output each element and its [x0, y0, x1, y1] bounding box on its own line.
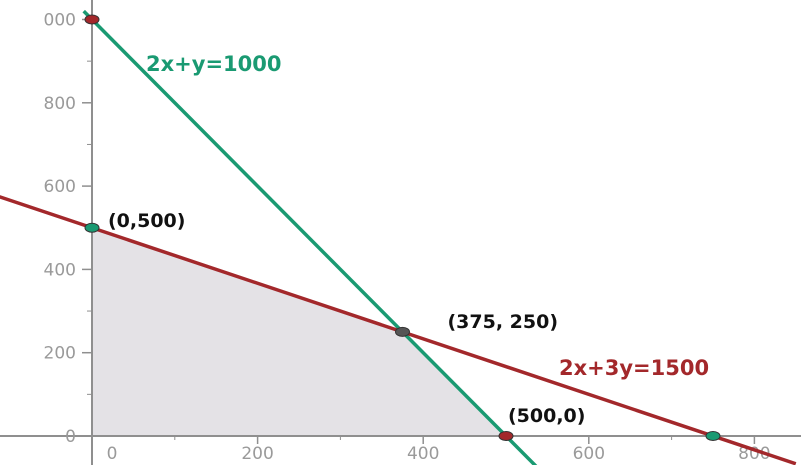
corner-point — [705, 431, 721, 441]
constraint-line-label: 2x+3y=1500 — [559, 356, 709, 380]
y-tick-label: 400 — [44, 260, 76, 280]
corner-point — [498, 431, 514, 441]
x-tick-label: 600 — [573, 444, 605, 464]
x-tick-label: 200 — [241, 444, 273, 464]
corner-point — [84, 222, 100, 233]
y-tick-label: 800 — [44, 94, 76, 114]
corner-point — [395, 326, 410, 337]
y-tick-label: 0 — [65, 427, 76, 447]
constraint-line-label: 2x+y=1000 — [146, 52, 282, 76]
x-tick-label: 0 — [107, 444, 118, 464]
corner-point-label: (500,0) — [508, 405, 585, 427]
y-tick-label: 600 — [44, 177, 76, 197]
corner-points: (0,500) (375, 250) (500,0) — [84, 14, 721, 441]
y-tick-label: 200 — [44, 344, 76, 364]
corner-point-label: (0,500) — [108, 210, 185, 232]
constraint-lines: 2x+y=1000 2x+3y=1500 — [0, 9, 797, 465]
x-tick-label: 400 — [407, 444, 439, 464]
constraint-line — [0, 195, 797, 465]
corner-point-label: (375, 250) — [448, 311, 559, 333]
constraint-line — [82, 9, 538, 465]
corner-point — [84, 14, 100, 25]
y-tick-label: 000 — [44, 11, 76, 31]
feasible-region — [92, 227, 506, 436]
